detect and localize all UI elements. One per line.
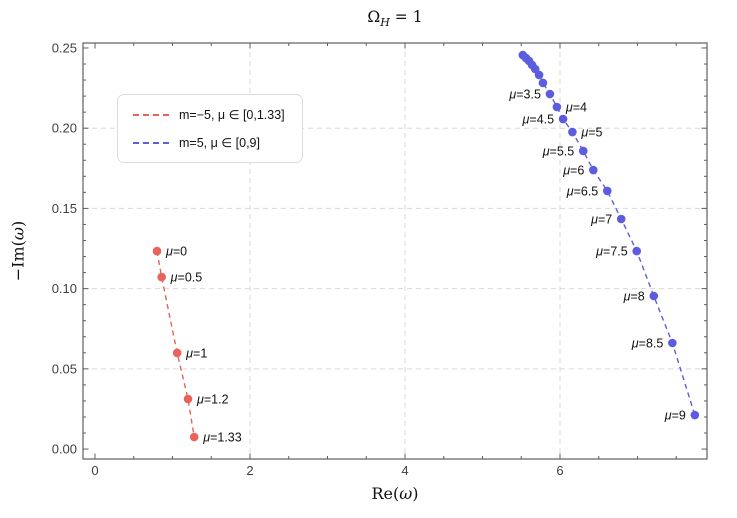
y-axis-label: −Im(ω) [8, 220, 28, 282]
x-tick-label: 6 [556, 463, 563, 478]
red-dashed-line-swatch [133, 113, 169, 116]
legend-item: m=5, μ ∈ [0,9] [133, 135, 285, 150]
point-label: μ=1 [185, 346, 207, 360]
legend: m=−5, μ ∈ [0,1.33] m=5, μ ∈ [0,9] [117, 94, 303, 163]
point-label: μ=8 [623, 290, 645, 304]
data-point [602, 186, 612, 196]
x-tick-label: 2 [246, 463, 253, 478]
point-label: μ=9 [664, 409, 686, 423]
data-point [690, 410, 700, 420]
data-point [552, 102, 562, 112]
x-tick-label: 4 [401, 463, 408, 478]
x-tick-label: 0 [91, 463, 98, 478]
point-label: μ=5.5 [542, 144, 575, 158]
point-label: μ=5 [580, 126, 602, 140]
x-axis-label: Re(ω) [371, 484, 419, 503]
data-point [568, 127, 577, 137]
blue-dashed-line-swatch [133, 141, 169, 144]
y-tick-label: 0.10 [52, 281, 77, 296]
data-point [578, 146, 588, 156]
point-label: μ=0 [165, 245, 187, 259]
point-label: μ=8.5 [631, 337, 664, 351]
data-point [545, 89, 555, 99]
plot-frame [82, 42, 708, 460]
data-point [558, 114, 568, 124]
data-point [649, 291, 659, 301]
chart-title: ΩH = 1 [367, 8, 423, 30]
point-label: μ=6.5 [566, 184, 599, 198]
data-point [668, 338, 677, 348]
point-label: μ=6 [562, 164, 584, 178]
data-point [589, 165, 598, 175]
y-tick-label: 0.20 [52, 121, 77, 136]
y-tick-label: 0.25 [52, 40, 77, 55]
legend-label: m=5, μ ∈ [0,9] [179, 136, 260, 150]
series-line [522, 54, 696, 416]
data-point [189, 432, 199, 442]
data-point [534, 70, 544, 80]
data-point [157, 272, 166, 282]
data-point [616, 214, 626, 224]
data-point [538, 78, 548, 88]
point-label: μ=1.33 [202, 431, 242, 445]
y-tick-label: 0.15 [52, 201, 77, 216]
data-point [632, 246, 642, 256]
point-label: μ=4.5 [522, 113, 555, 127]
legend-item: m=−5, μ ∈ [0,1.33] [133, 107, 285, 122]
point-label: μ=4 [565, 101, 587, 115]
data-point [183, 394, 193, 404]
point-label: μ=7 [590, 212, 612, 226]
legend-label: m=−5, μ ∈ [0,1.33] [179, 108, 285, 122]
y-tick-label: 0.00 [52, 442, 77, 457]
data-point [172, 348, 182, 358]
point-label: μ=1.2 [196, 392, 229, 406]
point-label: μ=3.5 [508, 88, 541, 102]
point-label: μ=7.5 [595, 245, 628, 259]
point-label: μ=0.5 [170, 271, 203, 285]
y-tick-label: 0.05 [52, 361, 77, 376]
data-point [152, 246, 162, 256]
